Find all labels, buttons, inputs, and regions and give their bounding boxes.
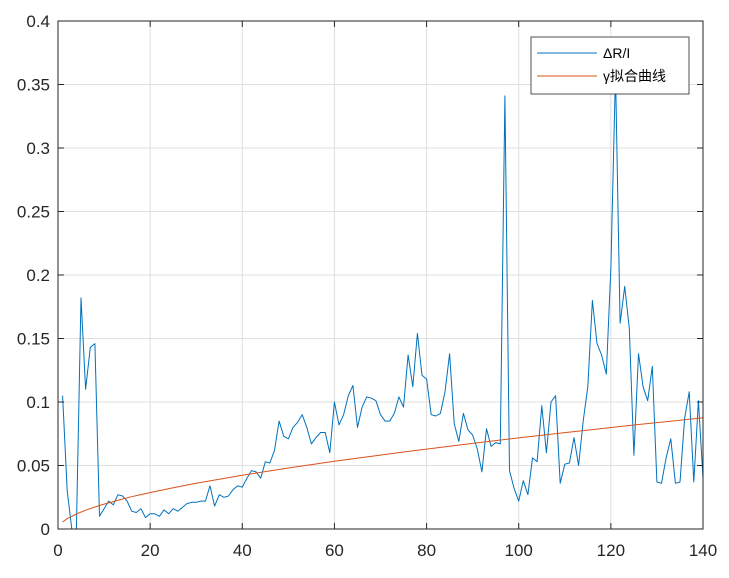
legend-label-delta-r-i: ΔR/I [603, 45, 630, 61]
legend-label-gamma-fit: γ拟合曲线 [603, 68, 666, 84]
x-tick-label: 60 [325, 541, 344, 560]
x-tick-label: 20 [141, 541, 160, 560]
x-tick-label: 100 [505, 541, 533, 560]
x-tick-label: 0 [53, 541, 62, 560]
y-tick-label: 0.25 [17, 203, 50, 222]
series-line-delta-r-i [62, 71, 704, 530]
x-tick-label: 80 [417, 541, 436, 560]
x-tick-label: 120 [597, 541, 625, 560]
series-layer [62, 71, 704, 530]
y-axis-ticks: 0 0.05 0.1 0.15 0.2 0.25 0.3 0.35 0.4 [17, 12, 703, 539]
y-tick-label: 0.05 [17, 457, 50, 476]
y-tick-label: 0.1 [26, 393, 50, 412]
legend: ΔR/I γ拟合曲线 [530, 36, 690, 95]
y-tick-label: 0.2 [26, 266, 50, 285]
y-tick-label: 0.15 [17, 330, 50, 349]
y-tick-label: 0.4 [26, 12, 50, 31]
y-tick-label: 0 [41, 520, 50, 539]
grid [58, 21, 703, 529]
legend-box [530, 36, 690, 95]
x-tick-label: 40 [233, 541, 252, 560]
series-line-gamma-fit [62, 417, 704, 523]
y-tick-label: 0.35 [17, 76, 50, 95]
y-tick-label: 0.3 [26, 139, 50, 158]
x-tick-label: 140 [689, 541, 717, 560]
x-axis-ticks: 0 20 40 60 80 100 120 140 [53, 21, 717, 560]
